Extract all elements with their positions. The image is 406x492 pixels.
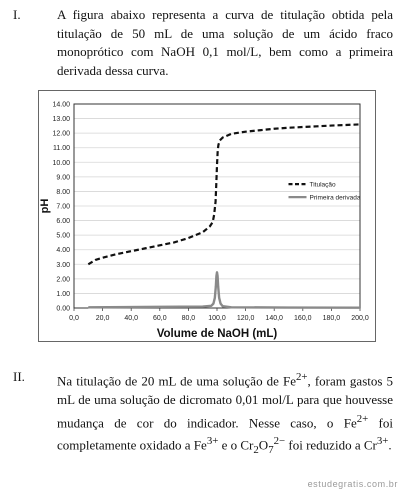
x-tick-label: 40,0	[124, 315, 138, 322]
y-tick-label: 14.00	[52, 102, 70, 109]
question-number: I.	[13, 7, 21, 22]
y-tick-label: 6.00	[56, 218, 70, 225]
x-tick-label: 180,0	[323, 315, 341, 322]
y-tick-label: 9.00	[56, 174, 70, 181]
y-tick-label: 10.00	[52, 160, 70, 167]
y-tick-label: 5.00	[56, 233, 70, 240]
derivative-curve	[88, 271, 361, 309]
x-tick-label: 60,0	[153, 315, 167, 322]
y-tick-label: 0.00	[56, 306, 70, 313]
chart-svg: 0.00 1.00 2.00 3.00 4.00 5.00 6.00 7.00 8.00 9.00…	[38, 90, 376, 342]
chart-frame	[38, 90, 376, 342]
y-tick-label: 8.00	[56, 189, 70, 196]
y-tick-label: 12.00	[52, 131, 70, 138]
plot-area	[73, 103, 361, 309]
legend-entry: Primeira derivada	[310, 195, 361, 202]
y-axis-label: pH	[39, 199, 51, 214]
titration-curve	[87, 123, 361, 266]
titration-chart: 0.00 1.00 2.00 3.00 4.00 5.00 6.00 7.00 8.00 9.00…	[38, 90, 376, 342]
y-tick-label: 2.00	[56, 276, 70, 283]
x-tick-label: 20,0	[96, 315, 110, 322]
x-tick-label: 80,0	[182, 315, 196, 322]
y-tick-label: 7.00	[56, 204, 70, 211]
question-text: Na titulação de 20 mL de uma solução de …	[57, 371, 394, 457]
question-text: A figura abaixo representa a curva de ti…	[57, 7, 393, 78]
x-tick-label: 160,0	[294, 315, 312, 322]
x-tick-label: 100,0	[208, 315, 226, 322]
x-tick-label: 140,0	[265, 315, 283, 322]
y-tick-label: 3.00	[56, 262, 70, 269]
x-tick-label: 0,0	[69, 315, 79, 322]
y-tick-label: 11.00	[53, 145, 70, 152]
site-watermark: estudegratis.com.br	[307, 479, 398, 489]
legend-entry: Titulação	[310, 182, 337, 189]
x-tick-label: 120,0	[237, 315, 255, 322]
y-tick-label: 4.00	[56, 247, 70, 254]
question-number: II.	[13, 369, 25, 384]
y-tick-label: 13.00	[52, 116, 70, 123]
x-tick-label: 200,0	[351, 315, 369, 322]
x-axis-label: Volume de NaOH (mL)	[157, 328, 278, 340]
y-tick-label: 1.00	[56, 291, 70, 298]
